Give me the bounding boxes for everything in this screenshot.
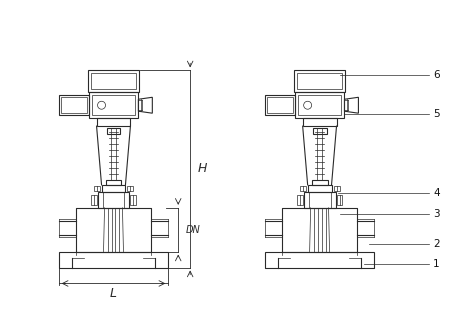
Text: DN: DN [186,225,201,235]
Bar [317,128,322,180]
Bar [308,185,332,192]
Bar [130,195,136,205]
Bar [297,195,303,205]
Bar [59,252,168,267]
Text: L: L [110,287,117,300]
Bar [91,195,96,205]
Bar [94,186,100,191]
Bar [265,252,374,267]
Bar [337,195,342,205]
Bar [87,70,140,92]
Bar [313,128,327,134]
Bar [91,73,136,89]
Bar [295,92,344,118]
Text: 1: 1 [433,259,440,268]
Bar [97,192,130,208]
Bar [300,186,306,191]
Bar [298,95,342,115]
Bar [101,185,125,192]
Text: 2: 2 [433,238,440,249]
Bar [304,192,336,208]
Bar [267,97,293,113]
Bar [96,118,130,126]
Text: 6: 6 [433,70,440,80]
Bar [59,95,89,115]
Bar [76,208,151,252]
Bar [127,186,133,191]
Bar [92,95,135,115]
Bar [333,186,339,191]
Bar [312,180,328,185]
Text: 5: 5 [433,109,440,119]
Bar [89,92,138,118]
Bar [111,128,116,180]
Bar [106,180,121,185]
Bar [282,208,357,252]
Text: 4: 4 [433,188,440,198]
Text: H: H [198,162,207,176]
Bar [61,97,87,113]
Bar [303,118,337,126]
Text: 3: 3 [433,209,440,219]
Bar [297,73,342,89]
Bar [265,95,295,115]
Bar [294,70,346,92]
Bar [106,128,120,134]
